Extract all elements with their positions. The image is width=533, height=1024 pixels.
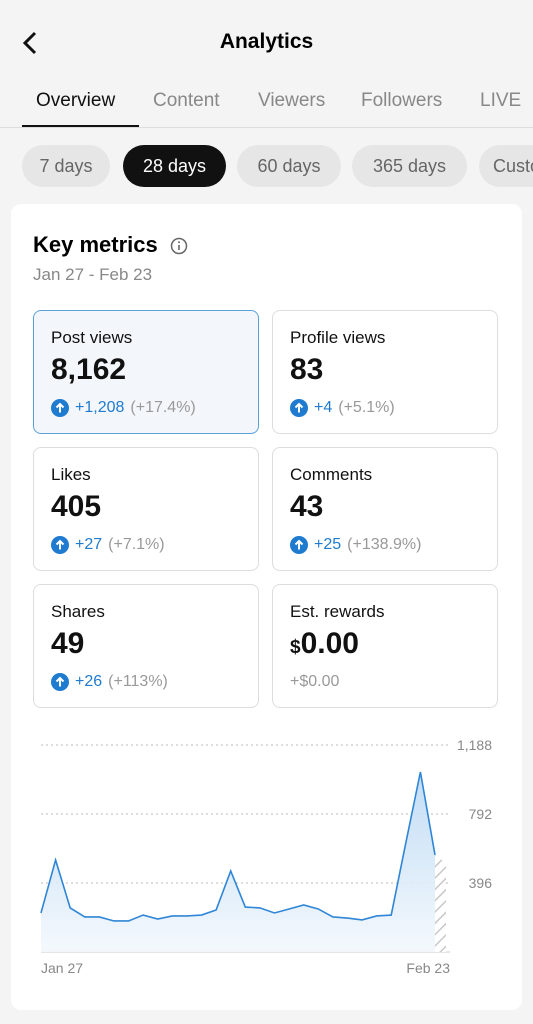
divider <box>0 127 533 128</box>
y-tick-label: 1,188 <box>457 737 492 753</box>
metric-value: 405 <box>51 490 101 524</box>
back-button[interactable] <box>18 30 42 58</box>
metric-card[interactable]: Likes 405 +27 (+7.1%) <box>33 447 259 571</box>
y-tick-label: 792 <box>469 806 493 822</box>
tab-bar: Overview Content Viewers Followers LIVE <box>0 80 522 128</box>
currency: $ <box>290 637 301 658</box>
up-icon <box>290 399 308 417</box>
change: +26 <box>75 673 103 690</box>
metric-change: +25 (+138.9%) <box>290 536 421 554</box>
metric-label: Est. rewards <box>290 602 385 621</box>
x-tick-label: Jan 27 <box>41 960 83 976</box>
info-icon[interactable] <box>169 236 189 256</box>
y-tick-label: 396 <box>469 875 493 891</box>
partial-day <box>435 854 446 952</box>
metric-label: Shares <box>51 602 105 621</box>
value: 43 <box>290 490 324 523</box>
metric-value: $0.00 <box>290 627 359 661</box>
line <box>40 771 436 922</box>
metric-change: +27 (+7.1%) <box>51 536 165 554</box>
page-title: Analytics <box>219 30 314 53</box>
value: 49 <box>51 627 85 660</box>
metric-card[interactable]: Profile views 83 +4 (+5.1%) <box>272 310 498 434</box>
metric-change: +4 (+5.1%) <box>290 399 395 417</box>
metric-card[interactable]: Comments 43 +25 (+138.9%) <box>272 447 498 571</box>
area <box>41 772 435 952</box>
chart: 396 792 1,188 Jan 27 Feb 23 <box>40 737 493 976</box>
percent: (+17.4%) <box>130 399 196 416</box>
range-chip[interactable]: 60 days <box>237 145 341 187</box>
metric-change: +1,208 (+17.4%) <box>51 399 196 417</box>
value: 0.00 <box>300 627 359 660</box>
tab[interactable]: LIVE <box>480 90 522 111</box>
tab[interactable]: Followers <box>361 90 443 111</box>
up-icon <box>51 673 69 691</box>
metric-label: Comments <box>290 465 373 484</box>
change: +$0.00 <box>290 673 340 690</box>
metric-change: +$0.00 <box>290 673 339 691</box>
up-icon <box>51 536 69 554</box>
metric-value: 83 <box>290 353 323 387</box>
range-chip[interactable]: 365 days <box>352 145 467 187</box>
range-chip[interactable]: 28 days <box>123 145 226 187</box>
metric-value: 8,162 <box>51 353 126 387</box>
change: +1,208 <box>75 399 125 416</box>
change: +25 <box>314 536 342 553</box>
range-chip[interactable]: Custom <box>479 145 533 187</box>
tab[interactable]: Content <box>153 90 220 111</box>
metric-label: Profile views <box>290 328 386 347</box>
percent: (+5.1%) <box>338 399 395 416</box>
value: 83 <box>290 353 324 386</box>
range-chip[interactable]: 7 days <box>22 145 110 187</box>
metric-label: Likes <box>51 465 91 484</box>
up-icon <box>51 399 69 417</box>
metric-label: Post views <box>51 328 133 347</box>
date-range: Jan 27 - Feb 23 <box>33 265 153 284</box>
card-title: Key metrics <box>33 232 158 257</box>
change: +4 <box>314 399 333 416</box>
value: 405 <box>51 490 102 523</box>
metric-change: +26 (+113%) <box>51 673 168 691</box>
change: +27 <box>75 536 103 553</box>
tab[interactable]: Overview <box>36 90 116 111</box>
metric-card[interactable]: Post views 8,162 +1,208 (+17.4%) <box>33 310 259 434</box>
metric-card[interactable]: Est. rewards $0.00 +$0.00 <box>272 584 498 708</box>
x-tick-label: Feb 23 <box>406 960 450 976</box>
metric-value: 43 <box>290 490 323 524</box>
value: 8,162 <box>51 353 127 386</box>
up-icon <box>290 536 308 554</box>
tab[interactable]: Viewers <box>258 90 326 111</box>
tab-underline <box>22 125 139 128</box>
percent: (+7.1%) <box>108 536 165 553</box>
metric-value: 49 <box>51 627 84 661</box>
key-metrics-card: Key metrics Jan 27 - Feb 23 396 792 1,188 J… <box>11 204 522 1010</box>
metric-card[interactable]: Shares 49 +26 (+113%) <box>33 584 259 708</box>
percent: (+113%) <box>108 673 168 690</box>
range-bar: 7 days 28 days 60 days 365 days Custom <box>0 0 533 200</box>
percent: (+138.9%) <box>347 536 422 553</box>
